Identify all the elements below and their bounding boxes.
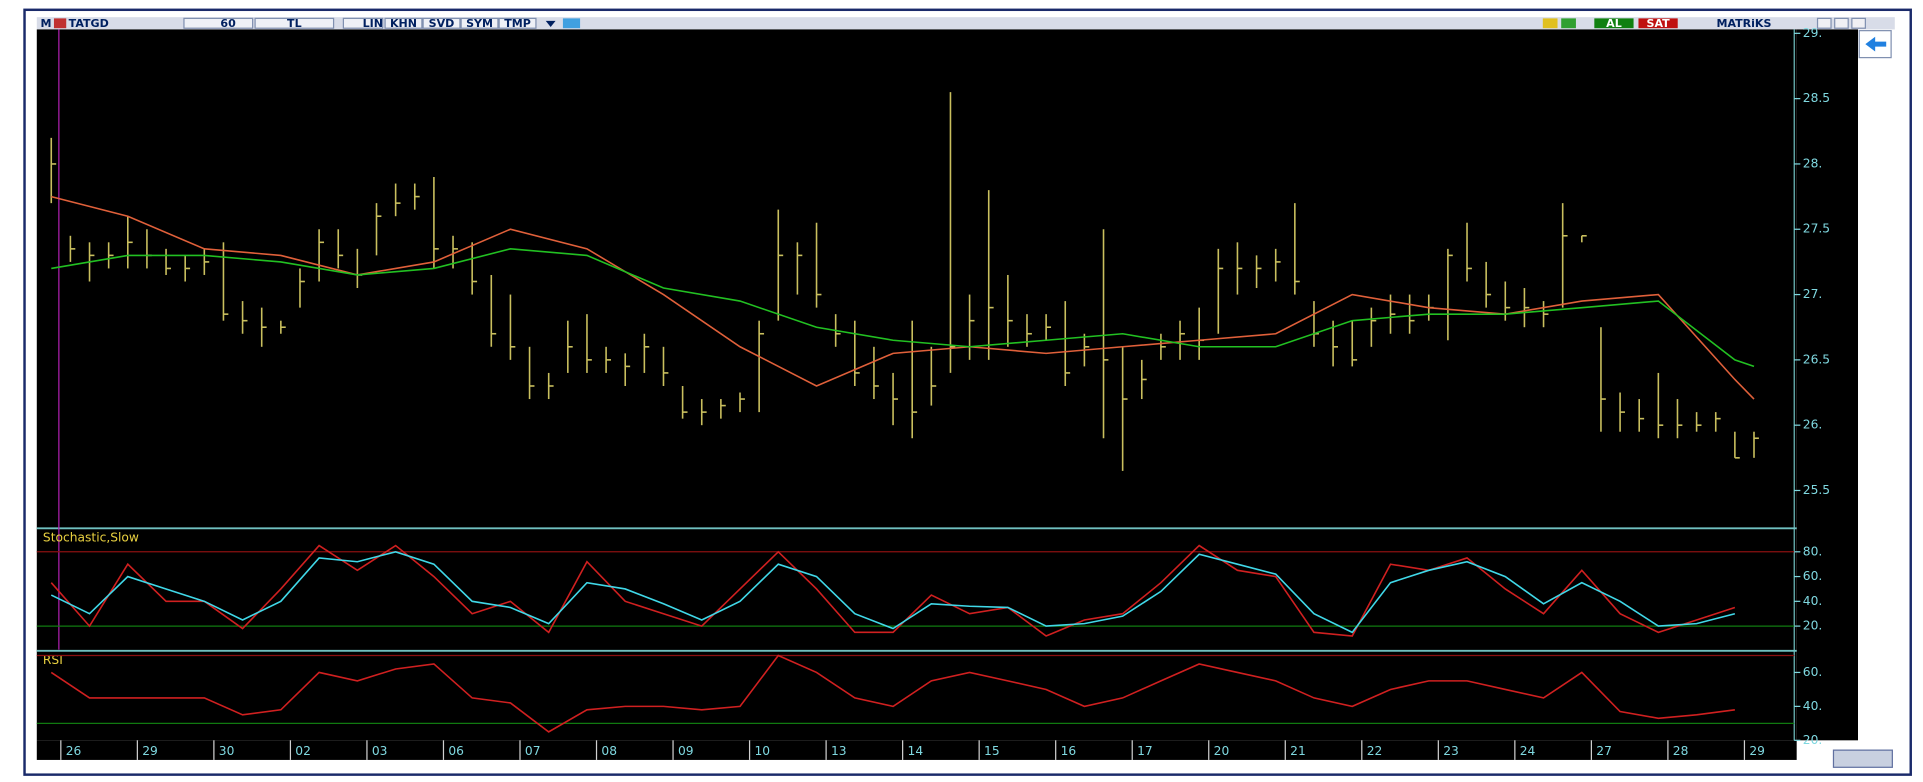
- action-button[interactable]: [1594, 18, 1634, 29]
- currency: TL: [287, 17, 302, 30]
- x-tick-label: 24: [1520, 744, 1536, 758]
- x-tick-label: 21: [1290, 744, 1306, 758]
- x-tick-label: 27: [1596, 744, 1612, 758]
- x-tick-label: 22: [1367, 744, 1383, 758]
- window-frame: [23, 8, 1912, 776]
- x-tick-label: 15: [984, 744, 1000, 758]
- plot-area: [36, 29, 1797, 741]
- back-arrow: [1865, 36, 1887, 52]
- window-button[interactable]: [1851, 17, 1866, 29]
- y-tick-label: 40.: [1803, 594, 1822, 608]
- flag-icon: [53, 18, 67, 29]
- action-label: SAT: [1647, 17, 1671, 30]
- x-tick-label: 30: [219, 744, 235, 758]
- flash-icon: [1542, 18, 1558, 29]
- axis-area: [1796, 29, 1859, 741]
- y-tick-label: 28.5: [1803, 91, 1830, 105]
- action-label: AL: [1606, 17, 1622, 30]
- y-tick-label: 29.: [1803, 26, 1822, 40]
- toolbar-button[interactable]: [342, 17, 384, 29]
- period: 60: [220, 17, 236, 30]
- x-tick-label: 09: [678, 744, 694, 758]
- scroll-controls[interactable]: [1832, 749, 1893, 768]
- y-tick-label: 20.: [1803, 619, 1822, 633]
- x-tick-label: 23: [1443, 744, 1459, 758]
- x-tick-label: 08: [601, 744, 617, 758]
- x-tick-label: 16: [1061, 744, 1077, 758]
- x-tick-label: 06: [448, 744, 464, 758]
- y-tick-label: 60.: [1803, 665, 1822, 679]
- currency-box[interactable]: [254, 17, 335, 29]
- x-tick-label: 17: [1137, 744, 1153, 758]
- y-tick-label: 20.: [1803, 733, 1822, 747]
- y-tick-label: 26.5: [1803, 352, 1830, 366]
- y-tick-label: 28.: [1803, 156, 1822, 170]
- y-tick-label: 40.: [1803, 699, 1822, 713]
- dropdown-icon: [545, 20, 556, 27]
- toolbar-button-label: LIN: [363, 17, 383, 30]
- toolbar-button[interactable]: [460, 17, 499, 29]
- refresh-icon: [1561, 18, 1576, 29]
- toolbar-button-label: KHN: [390, 17, 417, 30]
- toolbar-button[interactable]: [384, 17, 423, 29]
- series-line: [51, 248, 1755, 368]
- panel-title: Stochastic,Slow: [43, 531, 139, 545]
- toolbar-button-label: SYM: [466, 17, 493, 30]
- window-button[interactable]: [1816, 17, 1832, 29]
- period-box[interactable]: [183, 17, 254, 29]
- toolbar-button[interactable]: [498, 17, 537, 29]
- logo: M: [40, 17, 51, 30]
- toolbar-button[interactable]: [422, 17, 461, 29]
- panel-title: RSI: [43, 653, 63, 667]
- series-line: [50, 550, 1736, 634]
- x-tick-label: 07: [525, 744, 541, 758]
- x-tick-label: 02: [295, 744, 311, 758]
- x-tick-label: 03: [372, 744, 388, 758]
- symbol: TATGD: [69, 17, 109, 30]
- action-button[interactable]: [1638, 18, 1678, 29]
- series-line: [50, 654, 1735, 733]
- toolbar-button-label: SVD: [429, 17, 455, 30]
- x-tick-label: 20: [1214, 744, 1230, 758]
- toolbar-button-label: TMP: [504, 17, 531, 30]
- y-tick-label: 26.: [1803, 418, 1822, 432]
- x-tick-label: 26: [66, 744, 82, 758]
- y-tick-label: 27.: [1803, 287, 1822, 301]
- x-tick-label: 14: [908, 744, 924, 758]
- y-tick-label: 27.5: [1803, 222, 1830, 236]
- y-tick-label: 60.: [1803, 569, 1822, 583]
- y-tick-label: 80.: [1803, 544, 1822, 558]
- window-button[interactable]: [1834, 17, 1849, 29]
- date-axis: [36, 740, 1797, 760]
- series-line: [51, 195, 1755, 400]
- x-tick-label: 29: [1749, 744, 1765, 758]
- x-tick-label: 28: [1673, 744, 1689, 758]
- y-tick-label: 25.5: [1803, 483, 1830, 497]
- twitter-icon: [562, 18, 581, 29]
- brand: MATRiKS: [1716, 17, 1771, 30]
- x-tick-label: 29: [142, 744, 158, 758]
- x-tick-label: 10: [754, 744, 770, 758]
- x-tick-label: 13: [831, 744, 847, 758]
- series-line: [50, 544, 1736, 637]
